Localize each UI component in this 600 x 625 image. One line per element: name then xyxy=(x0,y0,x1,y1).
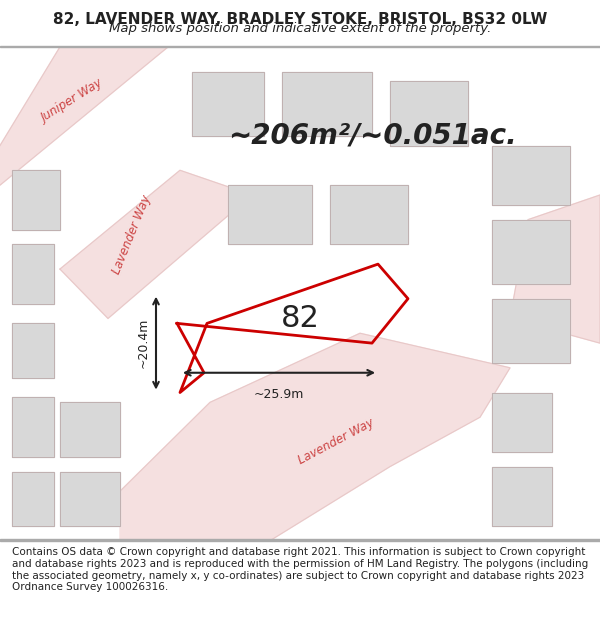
Polygon shape xyxy=(12,323,54,378)
Text: Lavender Way: Lavender Way xyxy=(110,193,154,276)
Polygon shape xyxy=(12,471,54,526)
Text: ~20.4m: ~20.4m xyxy=(137,318,150,368)
Polygon shape xyxy=(330,185,408,244)
Polygon shape xyxy=(492,466,552,526)
Polygon shape xyxy=(492,146,570,205)
Text: ~206m²/~0.051ac.: ~206m²/~0.051ac. xyxy=(227,122,517,150)
Polygon shape xyxy=(492,219,570,284)
Text: 82, LAVENDER WAY, BRADLEY STOKE, BRISTOL, BS32 0LW: 82, LAVENDER WAY, BRADLEY STOKE, BRISTOL… xyxy=(53,12,547,27)
Polygon shape xyxy=(390,81,468,146)
Polygon shape xyxy=(282,71,372,136)
Polygon shape xyxy=(60,170,252,318)
Text: ~25.9m: ~25.9m xyxy=(254,388,304,401)
Text: Map shows position and indicative extent of the property.: Map shows position and indicative extent… xyxy=(109,22,491,35)
Polygon shape xyxy=(192,71,264,136)
Text: 82: 82 xyxy=(281,304,319,333)
Polygon shape xyxy=(60,402,120,457)
Polygon shape xyxy=(228,185,312,244)
Polygon shape xyxy=(12,244,54,304)
Polygon shape xyxy=(60,471,120,526)
Polygon shape xyxy=(492,299,570,363)
Text: Lavender Way: Lavender Way xyxy=(296,416,376,468)
Polygon shape xyxy=(510,195,600,343)
Polygon shape xyxy=(12,398,54,457)
Text: Contains OS data © Crown copyright and database right 2021. This information is : Contains OS data © Crown copyright and d… xyxy=(12,548,588,592)
Polygon shape xyxy=(12,170,60,229)
Polygon shape xyxy=(492,392,552,452)
Polygon shape xyxy=(120,333,510,541)
Text: Juniper Way: Juniper Way xyxy=(39,77,105,126)
Polygon shape xyxy=(0,47,168,146)
Polygon shape xyxy=(0,47,168,185)
